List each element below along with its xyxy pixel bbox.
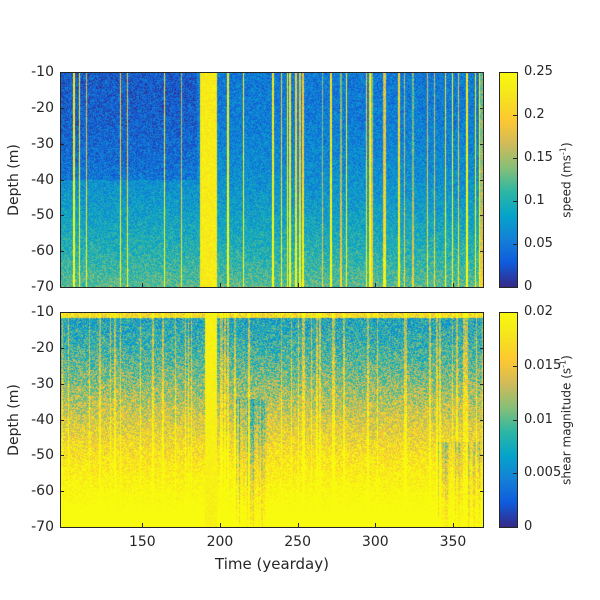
- y-tick-label: -30: [31, 375, 54, 392]
- y-tick-label: -40: [31, 411, 54, 428]
- shear-heatmap: [60, 312, 484, 527]
- y-tick-mark: [60, 419, 64, 421]
- speed-colorbar-label: speed (ms-1): [559, 142, 574, 217]
- x-tick-label: 150: [128, 534, 156, 550]
- y-tick-mark: [60, 287, 64, 288]
- y-tick-mark: [480, 179, 484, 181]
- y-tick-mark: [480, 347, 484, 349]
- x-tick-label: 350: [439, 534, 467, 550]
- y-tick-mark: [480, 455, 484, 457]
- colorbar-tick-label: 0.015: [524, 357, 562, 373]
- y-tick-label: -10: [31, 304, 54, 320]
- y-tick-mark: [480, 143, 484, 145]
- y-tick-mark: [480, 383, 484, 385]
- y-tick-label: -70: [31, 519, 54, 535]
- shear-colorbar-label-text: shear magnitude (s: [559, 367, 574, 485]
- y-tick-mark: [480, 312, 484, 313]
- y-tick-mark: [60, 383, 64, 385]
- y-tick-label: -70: [31, 279, 54, 295]
- y-tick-mark: [480, 107, 484, 109]
- colorbar-tick-label: 0.01: [524, 411, 553, 427]
- colorbar-tick-label: 0.1: [524, 193, 545, 208]
- y-tick-label: -20: [31, 99, 54, 116]
- colorbar-tick-mark: [513, 244, 517, 245]
- x-axis-label: Time (yearday): [215, 555, 329, 573]
- y-tick-mark: [480, 527, 484, 528]
- colorbar-tick-mark: [513, 365, 517, 367]
- x-tick-mark: [452, 283, 454, 287]
- y-tick-mark: [60, 491, 64, 493]
- colorbar-tick-label: 0: [524, 519, 533, 534]
- speed-colorbar-label-text: speed (ms: [559, 154, 574, 218]
- x-tick-label: 300: [361, 534, 389, 550]
- colorbar-tick-mark: [513, 312, 517, 313]
- x-tick-mark: [219, 283, 221, 287]
- x-tick-label: 200: [206, 534, 234, 550]
- colorbar-tick-mark: [513, 287, 517, 288]
- speed-colorbar-label-end: ): [559, 142, 574, 147]
- x-tick-mark: [297, 283, 299, 287]
- y-tick-mark: [60, 215, 64, 217]
- x-tick-mark: [297, 523, 299, 527]
- y-tick-mark: [60, 72, 64, 73]
- y-tick-label: -30: [31, 135, 54, 152]
- y-tick-mark: [60, 251, 64, 253]
- x-tick-mark: [375, 523, 377, 527]
- y-tick-mark: [480, 287, 484, 288]
- colorbar-tick-mark: [513, 419, 517, 421]
- y-tick-label: -50: [31, 207, 54, 224]
- x-tick-mark: [375, 283, 377, 287]
- colorbar-tick-label: 0.02: [524, 304, 553, 319]
- y-tick-mark: [60, 143, 64, 145]
- y-tick-label: -40: [31, 171, 54, 188]
- y-tick-mark: [60, 527, 64, 528]
- y-tick-label: -10: [31, 64, 54, 80]
- y-tick-mark: [60, 347, 64, 349]
- y-tick-mark: [60, 107, 64, 109]
- speed-colorbar-label-sup: -1: [558, 147, 568, 155]
- x-tick-mark: [452, 523, 454, 527]
- colorbar-tick-label: 0: [524, 279, 533, 294]
- y-tick-label: -60: [31, 243, 54, 260]
- shear-ylabel: Depth (m): [6, 384, 22, 456]
- y-tick-mark: [60, 455, 64, 457]
- colorbar-tick-mark: [513, 473, 517, 475]
- speed-ylabel: Depth (m): [6, 144, 22, 216]
- shear-colorbar-label: shear magnitude (s-1): [559, 355, 574, 485]
- y-tick-mark: [480, 72, 484, 73]
- colorbar-tick-mark: [513, 115, 517, 116]
- shear-colorbar-label-end: ): [559, 355, 574, 360]
- speed-heatmap: [60, 72, 484, 287]
- colorbar-tick-label: 0.2: [524, 107, 545, 122]
- colorbar-tick-mark: [513, 527, 517, 528]
- x-tick-mark: [219, 523, 221, 527]
- y-tick-mark: [480, 491, 484, 493]
- y-tick-label: -50: [31, 447, 54, 464]
- y-tick-label: -20: [31, 339, 54, 356]
- shear-colorbar-label-sup: -1: [558, 359, 568, 368]
- y-tick-mark: [480, 215, 484, 217]
- x-tick-mark: [142, 283, 144, 287]
- colorbar-tick-mark: [513, 201, 517, 202]
- colorbar-tick-label: 0.25: [524, 64, 553, 79]
- y-tick-label: -60: [31, 483, 54, 500]
- y-tick-mark: [60, 312, 64, 313]
- speed-colorbar: [499, 72, 517, 287]
- colorbar-tick-mark: [513, 158, 517, 159]
- x-tick-label: 250: [284, 534, 311, 550]
- y-tick-mark: [480, 251, 484, 253]
- colorbar-tick-mark: [513, 72, 517, 73]
- y-tick-mark: [60, 179, 64, 181]
- colorbar-tick-label: 0.005: [524, 465, 562, 481]
- colorbar-tick-label: 0.05: [524, 236, 553, 251]
- x-tick-mark: [142, 523, 144, 527]
- shear-colorbar: [499, 312, 517, 527]
- y-tick-mark: [480, 419, 484, 421]
- colorbar-tick-label: 0.15: [524, 150, 553, 165]
